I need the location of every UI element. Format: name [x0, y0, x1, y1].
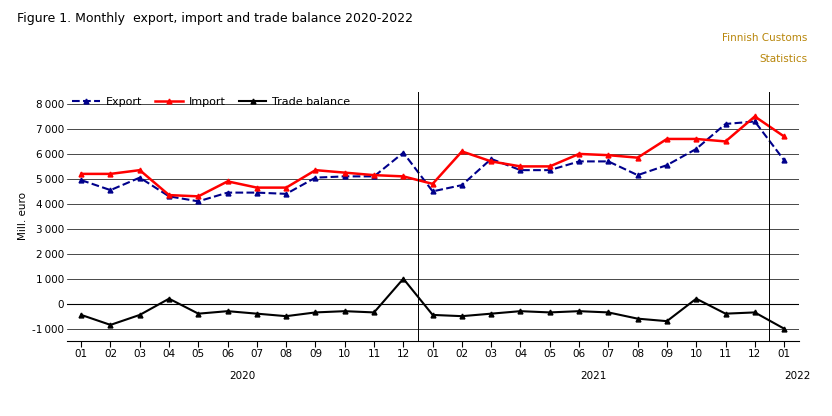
Legend: Export, Import, Trade balance: Export, Import, Trade balance — [72, 97, 350, 107]
Text: 2021: 2021 — [581, 371, 607, 381]
Text: Statistics: Statistics — [759, 54, 807, 64]
Text: 2022: 2022 — [784, 371, 810, 381]
Text: Figure 1. Monthly  export, import and trade balance 2020-2022: Figure 1. Monthly export, import and tra… — [17, 12, 413, 25]
Text: Finnish Customs: Finnish Customs — [721, 33, 807, 43]
Text: 2020: 2020 — [229, 371, 255, 381]
Y-axis label: Mill. euro: Mill. euro — [17, 192, 27, 240]
